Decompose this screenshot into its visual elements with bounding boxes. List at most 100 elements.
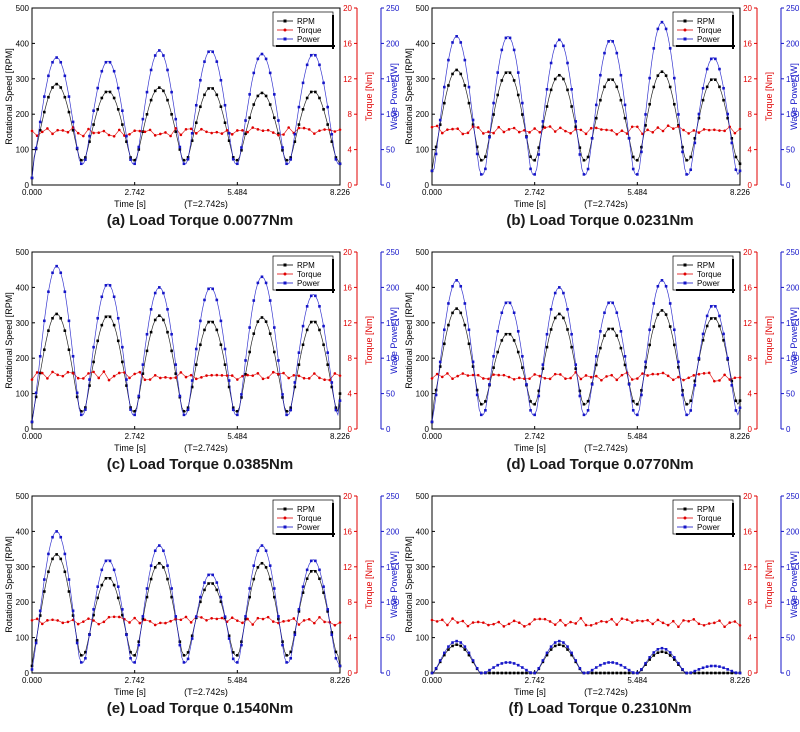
series-point-power — [79, 661, 83, 664]
series-point-power — [182, 162, 186, 166]
series-point-rpm — [496, 93, 500, 97]
series-point-power — [590, 668, 594, 672]
y-axis-label-power: Wave Power [W] — [789, 307, 799, 374]
series-point-torque — [548, 125, 552, 128]
x-tick-label: 5.484 — [627, 676, 648, 685]
series-point-power — [615, 311, 619, 315]
series-point-torque — [723, 129, 726, 133]
torque-tick-label: 12 — [343, 319, 352, 328]
series-point-torque — [523, 625, 526, 628]
series-point-torque — [600, 128, 603, 131]
series-point-rpm — [145, 113, 149, 116]
series-point-power — [636, 173, 639, 176]
torque-tick-label: 12 — [743, 75, 752, 84]
series-point-power — [153, 549, 157, 553]
series-point-power — [525, 383, 528, 386]
series-point-torque — [564, 623, 567, 627]
series-point-torque — [128, 376, 131, 380]
series-point-torque — [92, 619, 95, 622]
series-point-power — [631, 167, 635, 171]
series-point-torque — [97, 131, 101, 135]
power-tick-label: 250 — [386, 248, 400, 257]
series-point-power — [194, 347, 198, 351]
series-point-power — [574, 659, 578, 662]
series-point-power — [231, 157, 235, 161]
series-point-rpm — [578, 389, 582, 393]
series-point-rpm — [219, 343, 223, 347]
series-point-power — [734, 409, 738, 412]
series-point-torque — [656, 618, 660, 622]
series-point-rpm — [88, 384, 91, 387]
power-tick-label: 150 — [386, 563, 400, 572]
chart-caption: (b) Load Torque 0.0231Nm — [506, 212, 694, 229]
chart-panel-a: 0 100 200 300 400 500 0 4 8 12 16 20 0 50 100 150 200 250… — [0, 0, 400, 244]
series-point-rpm — [730, 379, 734, 383]
series-point-rpm — [108, 90, 112, 94]
series-point-power — [153, 54, 157, 57]
series-point-rpm — [438, 365, 442, 368]
series-point-torque — [61, 129, 65, 132]
series-point-power — [718, 665, 721, 668]
series-point-rpm — [63, 570, 67, 574]
series-point-torque — [179, 371, 183, 374]
series-point-torque — [512, 126, 516, 130]
series-point-power — [537, 394, 541, 398]
power-tick-label: 150 — [786, 319, 800, 328]
series-point-torque — [528, 377, 531, 380]
series-point-rpm — [738, 162, 742, 166]
x-tick-label: 5.484 — [227, 676, 248, 685]
series-point-torque — [512, 619, 516, 623]
series-point-rpm — [488, 671, 491, 675]
series-point-torque — [112, 374, 116, 378]
legend-marker — [283, 281, 287, 285]
series-point-torque — [482, 621, 485, 624]
series-point-power — [582, 173, 586, 176]
series-point-rpm — [623, 671, 627, 675]
series-point-power — [174, 363, 178, 366]
series-point-power — [88, 633, 91, 637]
legend-box — [672, 499, 734, 535]
series-point-rpm — [174, 372, 178, 375]
series-point-torque — [164, 376, 167, 379]
series-point-torque — [102, 129, 106, 133]
series-point-rpm — [718, 85, 721, 89]
series-point-rpm — [293, 140, 297, 143]
series-point-rpm — [451, 644, 454, 648]
series-point-rpm — [529, 155, 532, 158]
series-point-rpm — [272, 350, 276, 354]
series-point-rpm — [199, 105, 202, 109]
torque-tick-label: 8 — [348, 110, 353, 119]
series-point-power — [668, 651, 672, 654]
series-point-power — [562, 44, 565, 48]
series-point-torque — [46, 619, 49, 622]
series-line-power — [31, 530, 341, 670]
series-point-torque — [313, 132, 316, 135]
power-tick-label: 100 — [386, 110, 400, 119]
series-point-rpm — [701, 671, 705, 675]
series-point-power — [125, 633, 128, 637]
series-point-power — [562, 291, 565, 295]
series-point-rpm — [438, 123, 442, 126]
legend-marker — [283, 272, 287, 276]
series-point-rpm — [322, 108, 325, 111]
series-point-rpm — [326, 363, 329, 366]
series-point-power — [55, 56, 58, 59]
series-point-torque — [656, 126, 660, 129]
series-point-power — [231, 408, 235, 412]
series-point-torque — [287, 126, 290, 129]
series-point-rpm — [67, 110, 71, 114]
series-point-torque — [610, 129, 613, 132]
series-point-power — [697, 356, 701, 360]
series-point-rpm — [582, 402, 586, 406]
series-point-rpm — [599, 98, 602, 102]
series-point-power — [272, 587, 276, 590]
series-point-torque — [205, 374, 208, 377]
series-point-torque — [277, 133, 280, 137]
series-point-power — [521, 666, 524, 669]
series-point-rpm — [714, 78, 717, 82]
series-point-rpm — [190, 634, 194, 638]
series-point-torque — [318, 129, 321, 132]
series-point-power — [484, 409, 487, 412]
series-point-rpm — [434, 145, 438, 149]
series-point-torque — [220, 374, 224, 377]
